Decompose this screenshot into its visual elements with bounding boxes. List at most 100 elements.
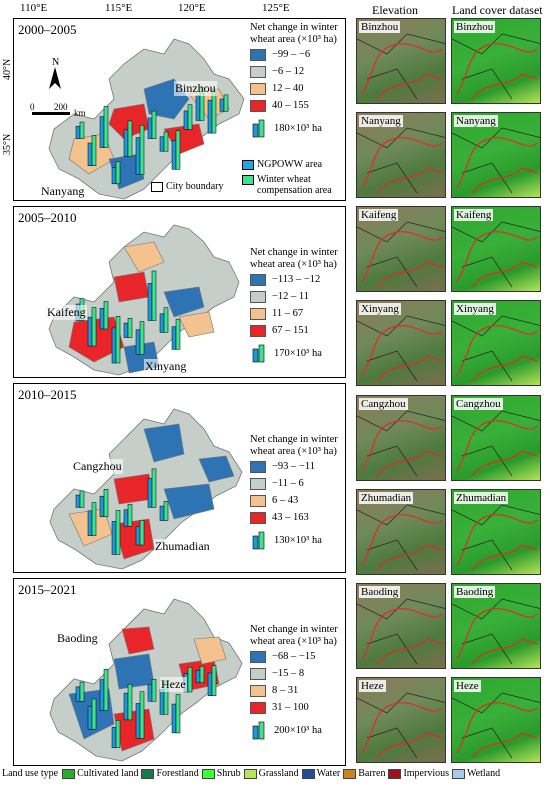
legend-label: −12 – 11 xyxy=(272,291,310,302)
compensation-bar xyxy=(127,683,133,721)
ngpoww-legend: NGPOWW area xyxy=(242,159,322,170)
compensation-bar xyxy=(79,681,85,702)
city-boundary-line xyxy=(456,231,538,288)
compensation-bar xyxy=(151,270,157,321)
legend: Net change in winter wheat area (×10³ ha… xyxy=(250,247,338,363)
district-blue xyxy=(143,423,185,463)
legend-swatch xyxy=(250,324,266,337)
ngpoww-label: NGPOWW area xyxy=(257,159,323,170)
land-cover-tile: Xinyang xyxy=(451,300,541,386)
legend-row: 11 – 67 xyxy=(250,305,338,322)
tile-city-label: Baoding xyxy=(359,586,401,598)
north-arrow-label: N xyxy=(52,57,59,68)
ngpoww-bar xyxy=(99,679,105,711)
legend-row: 67 – 151 xyxy=(250,322,338,339)
land-use-item: Impervious xyxy=(388,768,449,779)
ngpoww-bar xyxy=(159,313,165,333)
legend-title: Net change in winter xyxy=(250,247,338,258)
legend-row: 40 – 155 xyxy=(250,97,338,114)
compensation-bar xyxy=(175,694,181,734)
legend-label: −113 – −12 xyxy=(272,274,321,285)
ngpoww-bar xyxy=(207,672,213,696)
period-label: 2015–2021 xyxy=(18,582,77,597)
boundary-lines xyxy=(452,221,540,288)
legend-title: Net change in winter xyxy=(250,624,338,635)
bar-icon xyxy=(252,721,265,740)
bar-legend-label: 180×10³ ha xyxy=(274,122,322,134)
bar-icon xyxy=(252,344,265,363)
map-panel-2000-2005: 2000–2005 N 0 200 km Binzhou Nanyang Net… xyxy=(13,18,346,201)
compensation-bar xyxy=(211,665,217,696)
city-boundary-line xyxy=(456,608,538,665)
ngpoww-bar xyxy=(219,98,225,112)
legend-swatch xyxy=(250,494,266,507)
map-graphic: N 0 200 km xyxy=(30,38,245,200)
lon-label-125: 125°E xyxy=(262,2,290,14)
legend-label: −11 – 6 xyxy=(272,478,304,489)
compensation-legend: Winter wheat compensation area xyxy=(242,174,332,196)
compensation-bar xyxy=(163,501,169,521)
legend-row: 6 – 43 xyxy=(250,492,338,509)
ngpoww-bar xyxy=(75,494,81,508)
compensation-bar xyxy=(127,120,133,157)
ngpoww-bar xyxy=(147,478,153,508)
bar-legend: 180×10³ ha xyxy=(250,118,338,138)
compensation-bar xyxy=(139,321,145,355)
legend-swatch xyxy=(250,82,266,95)
land-use-item: Barren xyxy=(343,768,385,779)
elevation-tile: Xinyang xyxy=(356,300,446,386)
tile-city-label: Cangzhou xyxy=(359,398,408,410)
compensation-label: Winter wheat compensation area xyxy=(257,174,332,196)
tile-city-label: Cangzhou xyxy=(454,398,503,410)
tile-city-label: Kaifeng xyxy=(359,209,399,221)
compensation-bar xyxy=(91,135,97,166)
compensation-bar xyxy=(151,110,157,139)
ngpoww-bar xyxy=(111,726,117,749)
legend-row: 31 – 100 xyxy=(250,699,338,716)
north-arrow-icon xyxy=(49,67,61,89)
land-use-item: Grassland xyxy=(243,768,299,779)
legend-label: −68 – −15 xyxy=(272,651,316,662)
tile-city-label: Binzhou xyxy=(359,21,401,33)
land-use-item-label: Impervious xyxy=(403,768,449,779)
compensation-bar xyxy=(91,502,97,536)
city-label: Heze xyxy=(160,677,187,692)
ngpoww-bar xyxy=(135,526,141,546)
tile-city-label: Binzhou xyxy=(454,21,496,33)
legend-row: 43 – 163 xyxy=(250,509,338,526)
compensation-bar xyxy=(187,667,193,693)
legend: Net change in winter wheat area (×10³ ha… xyxy=(250,22,338,138)
ngpoww-bar xyxy=(123,692,129,721)
map-graphic xyxy=(48,224,240,376)
compensation-bar xyxy=(187,104,193,130)
tile-city-label: Zhumadian xyxy=(454,492,509,504)
district-orange xyxy=(178,311,215,338)
ngpoww-bar xyxy=(99,495,105,518)
land-use-legend: Land use type Cultivated land Forestland S… xyxy=(2,768,503,779)
legend-swatch xyxy=(250,290,266,303)
legend-label: 40 – 155 xyxy=(272,100,309,111)
ngpoww-bar xyxy=(87,316,93,347)
legend-swatch xyxy=(250,460,266,473)
ngpoww-bar xyxy=(195,670,201,683)
legend-row: −99 – −6 xyxy=(250,46,338,63)
land-use-swatch xyxy=(388,768,402,779)
city-boundary-line xyxy=(456,420,538,477)
elevation-tile: Heze xyxy=(356,677,446,763)
elevation-tile: Cangzhou xyxy=(356,395,446,481)
legend-label: 43 – 163 xyxy=(272,512,309,523)
legend-swatch xyxy=(250,65,266,78)
legend-title: wheat area (×10³ ha) xyxy=(250,446,337,457)
compensation-bar xyxy=(139,125,145,175)
ngpoww-bar xyxy=(147,283,153,321)
compensation-bar xyxy=(115,720,121,749)
land-use-item: Water xyxy=(301,768,340,779)
lon-label-110: 110°E xyxy=(20,2,48,14)
legend-title: Net change in winter xyxy=(250,434,338,445)
compensation-bar xyxy=(151,468,157,508)
tile-city-label: Nanyang xyxy=(359,115,403,127)
elevation-tile: Baoding xyxy=(356,583,446,669)
tile-city-label: Baoding xyxy=(454,586,496,598)
ngpoww-bar xyxy=(111,327,117,364)
lat-label-40: 40°N xyxy=(2,58,13,80)
